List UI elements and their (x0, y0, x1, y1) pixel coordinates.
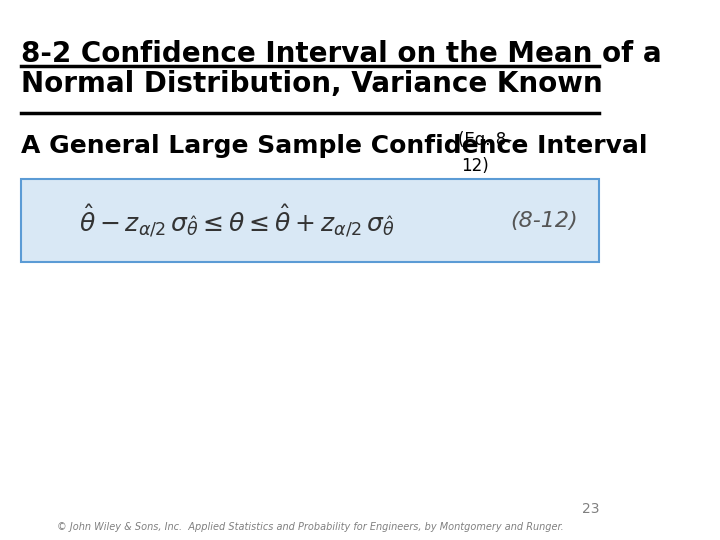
Text: Normal Distribution, Variance Known: Normal Distribution, Variance Known (21, 70, 603, 98)
Text: A General Large Sample Confidence Interval: A General Large Sample Confidence Interv… (21, 134, 648, 158)
Text: 12): 12) (461, 157, 489, 175)
Text: $\hat{\theta} - z_{\alpha/2}\,\sigma_{\hat{\theta}} \leq \theta \leq \hat{\theta: $\hat{\theta} - z_{\alpha/2}\,\sigma_{\h… (78, 202, 395, 239)
FancyBboxPatch shape (21, 179, 600, 262)
Text: (8-12): (8-12) (510, 211, 578, 231)
Text: 23: 23 (582, 502, 600, 516)
Text: 8-2 Confidence Interval on the Mean of a: 8-2 Confidence Interval on the Mean of a (21, 40, 662, 68)
Text: © John Wiley & Sons, Inc.  Applied Statistics and Probability for Engineers, by : © John Wiley & Sons, Inc. Applied Statis… (57, 522, 564, 532)
Text: (Eq. 8-: (Eq. 8- (458, 131, 512, 149)
